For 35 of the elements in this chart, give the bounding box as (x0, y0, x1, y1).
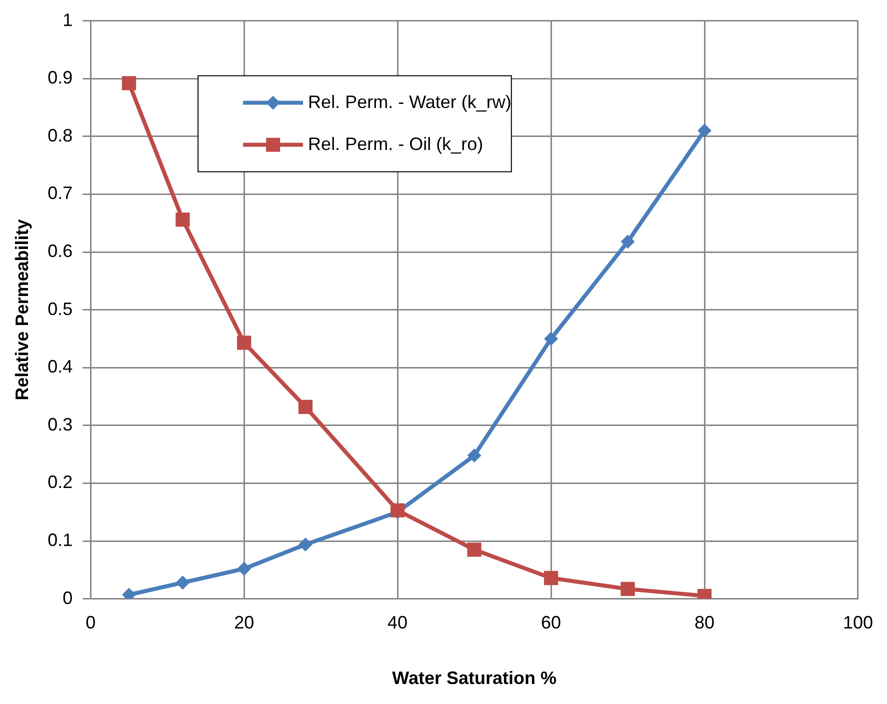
x-tick-label: 100 (842, 612, 874, 633)
point (544, 332, 558, 346)
point (298, 537, 312, 552)
point (467, 542, 482, 557)
point (122, 76, 136, 90)
y-tick-label: 0 (62, 588, 73, 608)
y-tick-label: 0.1 (48, 530, 73, 550)
x-tick-label: 60 (541, 612, 562, 633)
y-tick-label: 0.5 (48, 298, 73, 319)
y-tick-label: 0.9 (48, 68, 73, 88)
point (237, 562, 252, 576)
y-tick-label: 0.3 (48, 414, 73, 434)
x-tick-label: 20 (234, 612, 254, 633)
y-tick-label: 0.6 (48, 240, 73, 261)
legend-label: Rel. Perm. - Water (k_rw) (308, 92, 512, 112)
y-tick-label: 0.8 (48, 125, 73, 146)
x-tick-label: 0 (86, 612, 96, 633)
x-tick-label: 40 (388, 612, 408, 633)
y-tick-label: 1 (62, 10, 73, 30)
point (698, 124, 712, 138)
point (544, 570, 558, 586)
y-tick-label: 0.4 (48, 356, 73, 377)
y-tick-label: 0.2 (48, 472, 73, 492)
point (620, 234, 635, 249)
y-axis-title: Relative Permeability (12, 219, 32, 400)
point (467, 448, 482, 462)
point (176, 212, 190, 227)
point (620, 582, 635, 596)
x-axis-title: Water Saturation % (392, 668, 556, 688)
x-tick-label: 80 (694, 612, 715, 633)
legend-label: Rel. Perm. - Oil (k_ro) (308, 134, 484, 154)
point (237, 336, 252, 350)
y-tick-label: 0.7 (48, 183, 73, 204)
point (176, 576, 190, 590)
point (298, 400, 313, 414)
